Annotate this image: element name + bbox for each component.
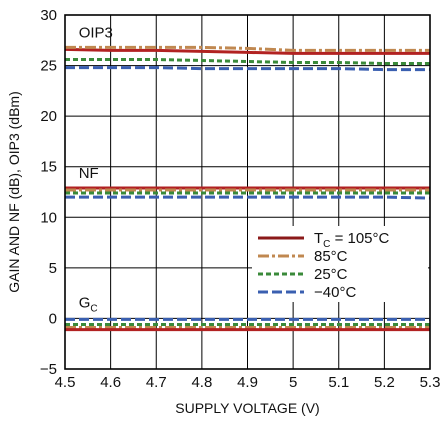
series-layer [64, 45, 431, 332]
tick-labels-layer: 4.5 4.6 4.7 4.8 4.9 5 5.1 5.2 5.3 −5 0 5 10 15 20 25 30 [40, 7, 441, 391]
legend-label: 85°C [314, 248, 348, 265]
legend-label-rest: = 105°C [330, 230, 389, 247]
plot-frame [64, 14, 431, 370]
y-tick-label: 10 [40, 209, 57, 226]
legend: TC = 105°C85°C25°C−40°C [258, 230, 390, 301]
annotation-subscript: C [90, 303, 97, 314]
series-line-nf-minus40c [65, 195, 431, 200]
legend-label: 25°C [314, 266, 348, 283]
x-tick-label: 5.1 [328, 374, 349, 391]
x-tick-label: 4.9 [237, 374, 258, 391]
y-tick-label: −5 [40, 361, 57, 378]
x-tick-label: 4.6 [100, 374, 121, 391]
x-tick-label: 5 [289, 374, 297, 391]
x-axis-title: SUPPLY VOLTAGE (V) [175, 400, 319, 416]
y-tick-label: 30 [40, 7, 57, 24]
legend-subscript: C [323, 239, 330, 250]
y-tick-label: 0 [49, 310, 57, 327]
x-tick-label: 4.5 [55, 374, 76, 391]
x-tick-label: 5.2 [374, 374, 395, 391]
annotation-label: NF [79, 165, 99, 182]
series-line-oip3-minus40c [65, 66, 430, 72]
x-tick-label: 5.3 [420, 374, 441, 391]
series-line-oip3-85c [65, 45, 430, 52]
x-tick-label: 4.8 [191, 374, 212, 391]
legend-label: TC = 105°C [314, 230, 390, 250]
series-line-oip3-105c [64, 47, 430, 55]
annotation-label: OIP3 [79, 24, 113, 41]
legend-label: −40°C [314, 284, 356, 301]
x-tick-label: 4.7 [146, 374, 167, 391]
y-axis-title: GAIN AND NF (dB), OIP3 (dBm) [6, 91, 22, 292]
y-tick-label: 20 [40, 108, 57, 125]
y-tick-label: 5 [49, 260, 57, 277]
series-line-oip3-25c [65, 58, 430, 65]
y-tick-label: 15 [40, 159, 57, 176]
y-tick-label: 25 [40, 58, 57, 75]
